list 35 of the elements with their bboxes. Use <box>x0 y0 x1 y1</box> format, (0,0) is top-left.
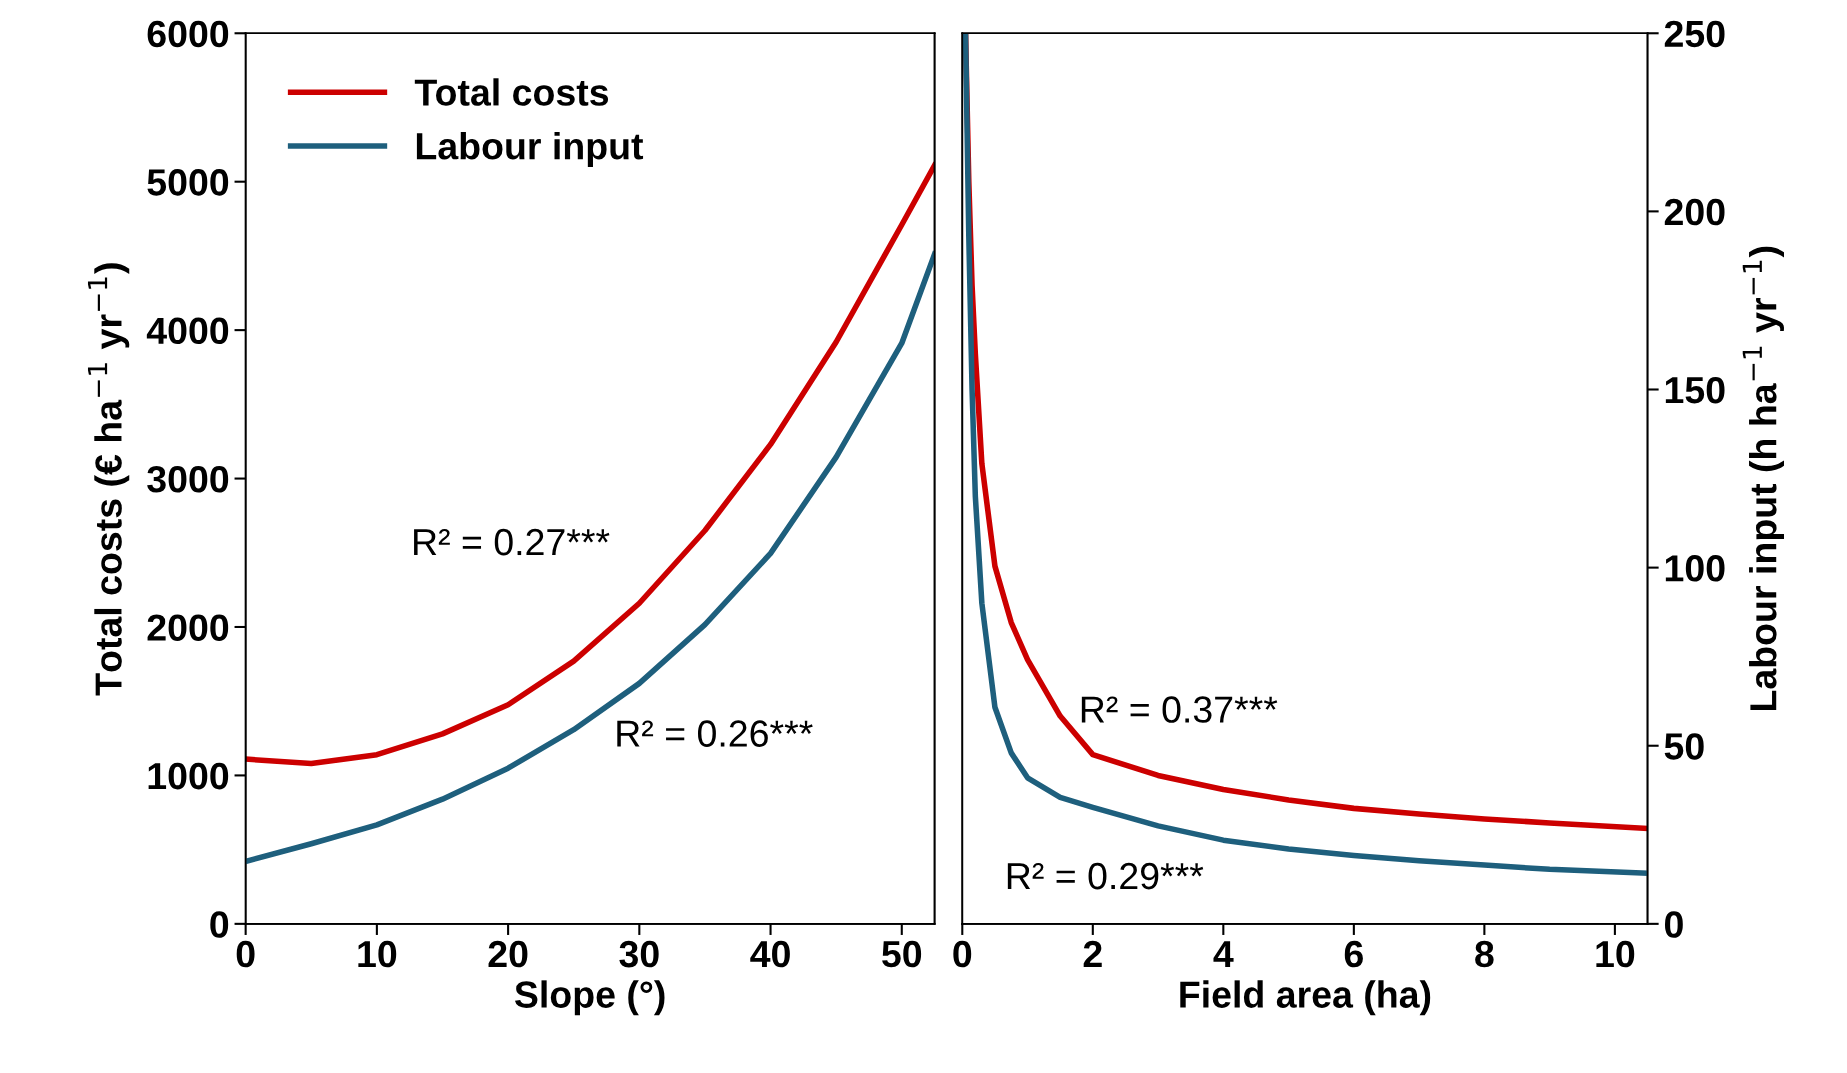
y2-tick-label: 150 <box>1665 376 1725 404</box>
y-tick-label: 6000 <box>147 20 229 48</box>
y-axis-title: Total costs (€ ha$^{−1}$ yr$^{−1}$) <box>87 263 130 696</box>
legend-label: Labour input <box>416 131 644 167</box>
x-axis-title: Slope (°) <box>514 980 665 1016</box>
x-tick-label: 40 <box>750 940 790 968</box>
x-tick-label: 8 <box>1475 940 1494 968</box>
y2-tick-label: 250 <box>1664 20 1725 48</box>
x-tick-label: 50 <box>882 940 922 968</box>
y-tick-label: 5000 <box>147 169 229 196</box>
x-tick-label: 30 <box>619 940 659 968</box>
x-tick-label: 4 <box>1213 941 1234 967</box>
y2-axis-title: Labour input (h ha$^{−1}$ yr$^{−1}$) <box>1742 246 1784 711</box>
x-tick-label: 10 <box>358 940 397 968</box>
annotation: R² = 0.37*** <box>1081 696 1278 723</box>
y2-tick-label: 200 <box>1664 198 1725 226</box>
y2-tick-label: 0 <box>1664 911 1683 938</box>
annotation: R² = 0.26*** <box>617 720 813 747</box>
x-tick-label: 20 <box>488 940 528 968</box>
x-tick-label: 0 <box>236 940 255 968</box>
x-tick-label: 2 <box>1083 940 1102 967</box>
annotation: R² = 0.27*** <box>414 528 610 556</box>
y-tick-label: 0 <box>210 911 229 938</box>
y2-tick-label: 50 <box>1664 733 1704 760</box>
x-tick-label: 10 <box>1596 940 1635 968</box>
y-tick-label: 1000 <box>148 762 229 790</box>
annotation: R² = 0.29*** <box>1007 862 1204 890</box>
x-axis-title: Field area (ha) <box>1180 980 1431 1016</box>
y-tick-label: 2000 <box>147 614 229 641</box>
y-tick-label: 4000 <box>146 317 229 345</box>
y-tick-label: 3000 <box>147 465 229 493</box>
legend-label: Total costs <box>414 78 609 106</box>
x-tick-label: 6 <box>1344 940 1363 968</box>
x-tick-label: 0 <box>953 940 972 968</box>
y2-tick-label: 100 <box>1665 555 1725 582</box>
